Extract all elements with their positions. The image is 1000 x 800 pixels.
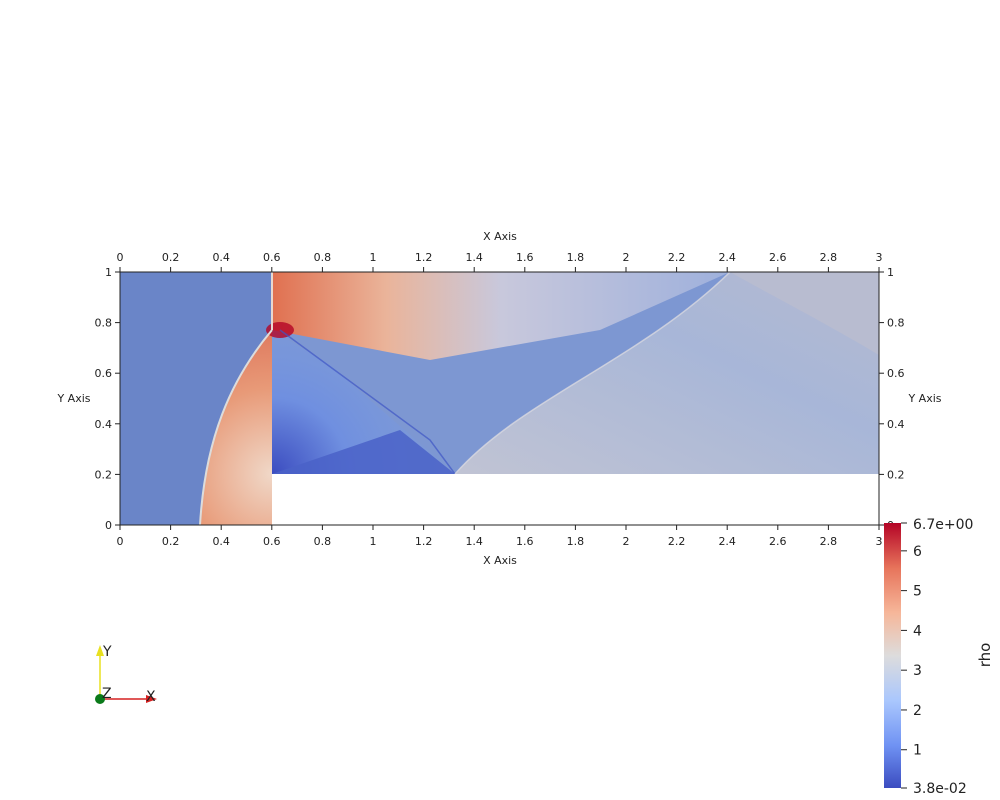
cube-axes — [119, 271, 880, 526]
x-tick-label-top: 2.4 — [718, 251, 736, 264]
reflected-band — [730, 272, 879, 355]
x-tick-label-top: 0 — [117, 251, 124, 264]
x-tick-label-bottom: 1.6 — [516, 535, 534, 548]
colorbar-max-label: 6.7e+00 — [913, 517, 973, 533]
x-tick-label-top: 2.8 — [820, 251, 838, 264]
right-region — [455, 272, 879, 474]
slip-line — [279, 329, 456, 475]
x-tick-label-top: 0.6 — [263, 251, 281, 264]
fan-dark-wedge — [272, 430, 455, 474]
orient-x-arrow-icon — [146, 695, 157, 703]
y-tick-label-right: 1 — [887, 266, 894, 279]
y-axis-title-right: Y Axis — [907, 392, 941, 405]
reflected-shock-line — [454, 272, 731, 475]
colorbar-tick-label: 4 — [913, 623, 922, 639]
x-tick-label-bottom: 0.4 — [212, 535, 230, 548]
x-tick-label-top: 1.6 — [516, 251, 534, 264]
x-tick-label-bottom: 1.2 — [415, 535, 433, 548]
x-tick-label-top: 2.2 — [668, 251, 686, 264]
x-tick-label-bottom: 2.4 — [718, 535, 736, 548]
x-tick-label-top: 3 — [876, 251, 883, 264]
x-tick-label-top: 0.2 — [162, 251, 180, 264]
x-tick-label-top: 1 — [370, 251, 377, 264]
x-tick-label-top: 0.8 — [314, 251, 332, 264]
orient-y-arrow-icon — [96, 645, 104, 656]
x-tick-label-top: 1.4 — [465, 251, 483, 264]
colorbar[interactable]: 1 2 3 4 5 6 6.7e+00 3.8e-02 rho — [884, 517, 994, 797]
orientation-axes-widget[interactable]: Y X Z — [95, 644, 157, 705]
colorbar-tick-label: 2 — [913, 703, 922, 719]
colorbar-ticks: 1 2 3 4 5 6 — [901, 522, 922, 789]
y-tick-label-left: 0.4 — [95, 418, 113, 431]
y-tick-label-right: 0.8 — [887, 317, 905, 330]
colorbar-tick-label: 5 — [913, 584, 922, 600]
x-axis-title-top: X Axis — [483, 230, 517, 243]
y-tick-label-right: 0.2 — [887, 468, 905, 481]
x-tick-label-bottom: 1.4 — [465, 535, 483, 548]
x-tick-label-bottom: 1 — [370, 535, 377, 548]
orient-z-dot-icon — [95, 694, 105, 704]
y-tick-label-left: 1 — [105, 266, 112, 279]
y-axis-title-left: Y Axis — [56, 392, 90, 405]
y-tick-label-left: 0.6 — [95, 367, 113, 380]
orient-z-label: Z — [102, 686, 112, 702]
x-tick-label-bottom: 0 — [117, 535, 124, 548]
x-tick-label-bottom: 0.2 — [162, 535, 180, 548]
x-ticks: 0 0 0.2 0.2 0.4 0.4 0.6 0.6 0.8 0.8 1 1 1.2 1.2 1.4 1.4… — [117, 251, 883, 548]
y-tick-label-left: 0.2 — [95, 468, 113, 481]
top-shock-region — [272, 272, 730, 360]
bow-shock-line — [199, 329, 273, 525]
x-axis-title-bottom: X Axis — [483, 554, 517, 567]
x-tick-label-bottom: 2.8 — [820, 535, 838, 548]
y-ticks: 000.20.20.40.40.60.60.80.811 — [95, 266, 905, 532]
y-tick-label-right: 0.6 — [887, 367, 905, 380]
y-tick-label-right: 0.4 — [887, 418, 905, 431]
colorbar-tick-label: 1 — [913, 743, 922, 759]
x-tick-label-top: 0.4 — [212, 251, 230, 264]
colorbar-tick-label: 6 — [913, 544, 922, 560]
x-tick-label-top: 2 — [623, 251, 630, 264]
orient-y-label: Y — [102, 644, 112, 660]
x-tick-label-bottom: 2 — [623, 535, 630, 548]
x-tick-label-bottom: 2.2 — [668, 535, 686, 548]
x-tick-label-bottom: 0.6 — [263, 535, 281, 548]
orient-x-label: X — [146, 689, 156, 705]
x-tick-label-bottom: 2.6 — [769, 535, 787, 548]
colorbar-title: rho — [976, 643, 994, 668]
density-field — [120, 272, 879, 525]
x-tick-label-top: 1.2 — [415, 251, 433, 264]
x-tick-label-bottom: 0.8 — [314, 535, 332, 548]
x-tick-label-top: 1.8 — [567, 251, 585, 264]
y-tick-label-left: 0.8 — [95, 317, 113, 330]
y-tick-label-left: 0 — [105, 519, 112, 532]
x-tick-label-top: 2.6 — [769, 251, 787, 264]
colorbar-tick-label: 3 — [913, 663, 922, 679]
bow-shock-region — [200, 330, 272, 525]
colorbar-bar — [884, 523, 901, 788]
colorbar-min-label: 3.8e-02 — [913, 781, 967, 797]
x-tick-label-bottom: 3 — [876, 535, 883, 548]
x-tick-label-bottom: 1.8 — [567, 535, 585, 548]
